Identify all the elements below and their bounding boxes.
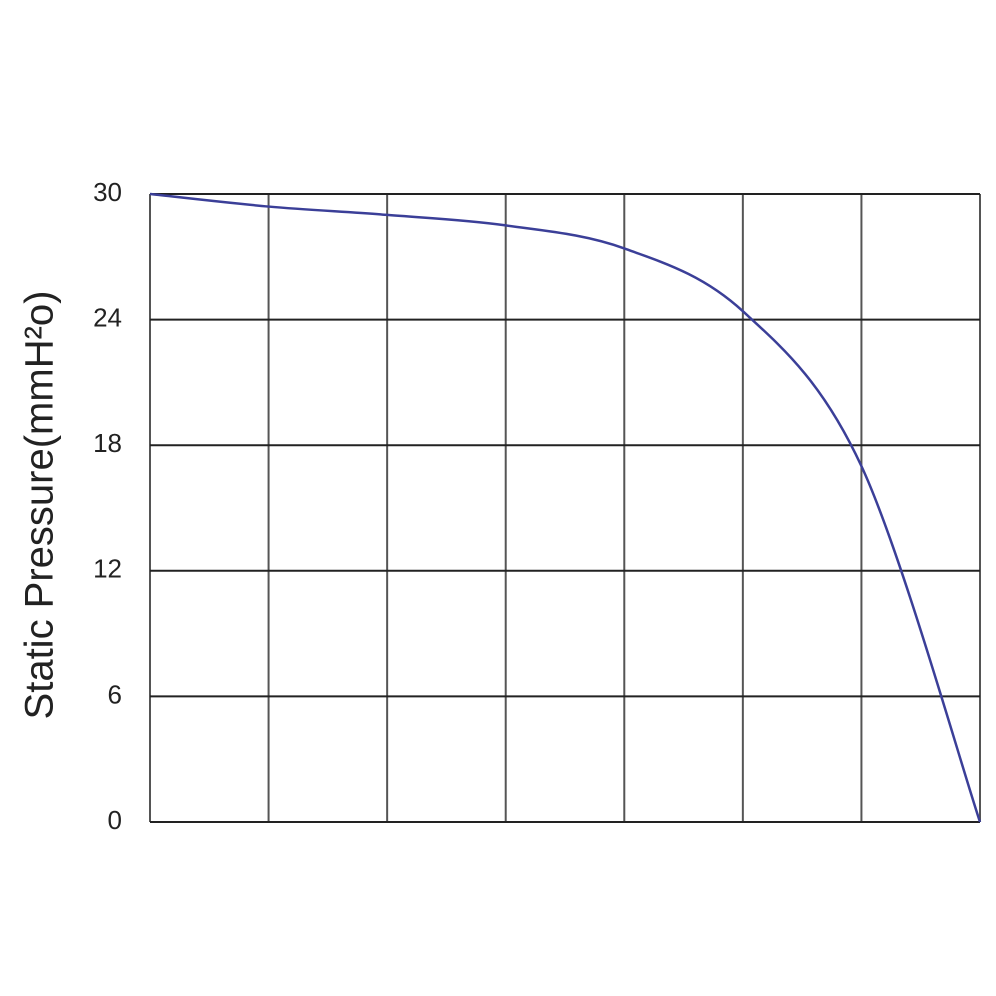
y-axis-label: Static Pressure(mmH²o) [18, 291, 62, 720]
y-tick-label: 24 [93, 302, 122, 332]
y-tick-label: 0 [108, 805, 122, 835]
y-tick-label: 12 [93, 554, 122, 584]
y-tick-label: 18 [93, 428, 122, 458]
data-line [149, 192, 982, 823]
y-tick-label: 30 [93, 177, 122, 207]
y-tick-label: 6 [108, 679, 122, 709]
